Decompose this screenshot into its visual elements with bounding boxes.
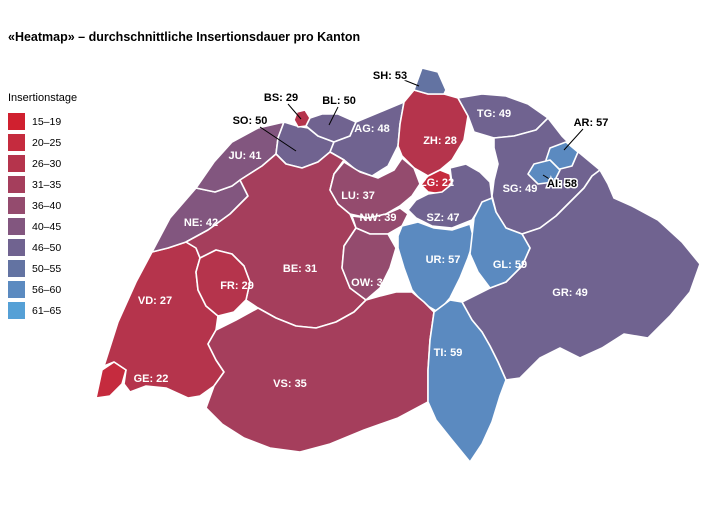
canton-label-be: BE: 31	[283, 263, 317, 275]
canton-label-vs: VS: 35	[273, 378, 307, 390]
canton-vs	[205, 291, 435, 453]
canton-ur	[397, 221, 475, 313]
canton-label-lu: LU: 37	[341, 190, 375, 202]
legend-bin-label: 50–55	[32, 262, 62, 275]
legend-row: 61–65	[8, 302, 88, 319]
canton-label-gl: GL: 59	[493, 259, 527, 271]
legend-swatch	[8, 239, 25, 256]
canton-label-ne: NE: 42	[184, 217, 218, 229]
legend-row: 56–60	[8, 281, 88, 298]
canton-label-so: SO: 50	[233, 115, 268, 127]
legend-swatch	[8, 281, 25, 298]
leader-line-bs	[287, 103, 302, 120]
canton-label-ar: AR: 57	[574, 117, 609, 129]
canton-label-bl: BL: 50	[322, 95, 356, 107]
leader-line-ar	[563, 128, 584, 151]
legend-swatch	[8, 134, 25, 151]
legend-swatch	[8, 155, 25, 172]
canton-label-sz: SZ: 47	[426, 212, 459, 224]
legend-row: 26–30	[8, 155, 88, 172]
legend-row: 31–35	[8, 176, 88, 193]
canton-label-bs: BS: 29	[264, 92, 298, 104]
canton-label-zh: ZH: 28	[423, 135, 457, 147]
leader-line-bl	[328, 106, 339, 126]
legend-bin-label: 40–45	[32, 220, 62, 233]
legend-bin-label: 15–19	[32, 115, 62, 128]
canton-label-fr: FR: 29	[220, 280, 254, 292]
canton-label-gr: GR: 49	[552, 287, 587, 299]
legend-bin-label: 46–50	[32, 241, 62, 254]
canton-label-ti: TI: 59	[434, 347, 463, 359]
leader-line-sh	[403, 79, 420, 87]
canton-gl	[469, 197, 531, 289]
canton-label-vd: VD: 27	[138, 295, 172, 307]
canton-label-sh: SH: 53	[373, 70, 407, 82]
canton-fr	[195, 249, 251, 317]
canton-ai	[527, 159, 561, 185]
legend-swatch	[8, 218, 25, 235]
canton-label-ur: UR: 57	[426, 254, 461, 266]
legend-swatch	[8, 260, 25, 277]
canton-label-ow: OW: 38	[351, 277, 389, 289]
legend-row: 40–45	[8, 218, 88, 235]
leader-line-so	[259, 126, 297, 152]
legend-bin-label: 20–25	[32, 136, 62, 149]
legend-swatch	[8, 302, 25, 319]
canton-ow	[341, 227, 397, 301]
legend-bin-label: 36–40	[32, 199, 62, 212]
canton-label-tg: TG: 49	[477, 108, 511, 120]
legend-swatch	[8, 176, 25, 193]
legend-row: 20–25	[8, 134, 88, 151]
legend-bin-label: 26–30	[32, 157, 62, 170]
canton-label-ag: AG: 48	[354, 123, 389, 135]
legend-title: Insertionstage	[8, 92, 78, 104]
canton-sz	[407, 163, 493, 229]
canton-label-ge: GE: 22	[134, 373, 169, 385]
canton-ti	[427, 299, 507, 463]
legend-swatch	[8, 113, 25, 130]
leader-line-ai	[542, 174, 552, 181]
canton-sh	[413, 67, 447, 95]
legend-rows: 15–19 20–25 26–30 31–35 36–40 40–45 46–50 50–55…	[8, 113, 88, 319]
legend-row: 36–40	[8, 197, 88, 214]
canton-label-ju: JU: 41	[228, 150, 261, 162]
legend-swatch	[8, 197, 25, 214]
page-title: «Heatmap» – durchschnittliche Insertions…	[8, 30, 361, 44]
canton-ge	[95, 361, 127, 399]
legend-row: 15–19	[8, 113, 88, 130]
legend-bin-label: 56–60	[32, 283, 62, 296]
canton-lu	[329, 157, 421, 219]
canton-label-zg: ZG: 22	[420, 177, 454, 189]
canton-label-ai: AI: 58	[547, 178, 577, 190]
canton-label-nw: NW: 39	[359, 212, 396, 224]
legend-row: 50–55	[8, 260, 88, 277]
legend-bin-label: 61–65	[32, 304, 62, 317]
legend-bin-label: 31–35	[32, 178, 62, 191]
canton-label-sg: SG: 49	[503, 183, 538, 195]
legend: Insertionstage 15–19 20–25 26–30 31–35 36–40…	[8, 92, 88, 323]
legend-row: 46–50	[8, 239, 88, 256]
